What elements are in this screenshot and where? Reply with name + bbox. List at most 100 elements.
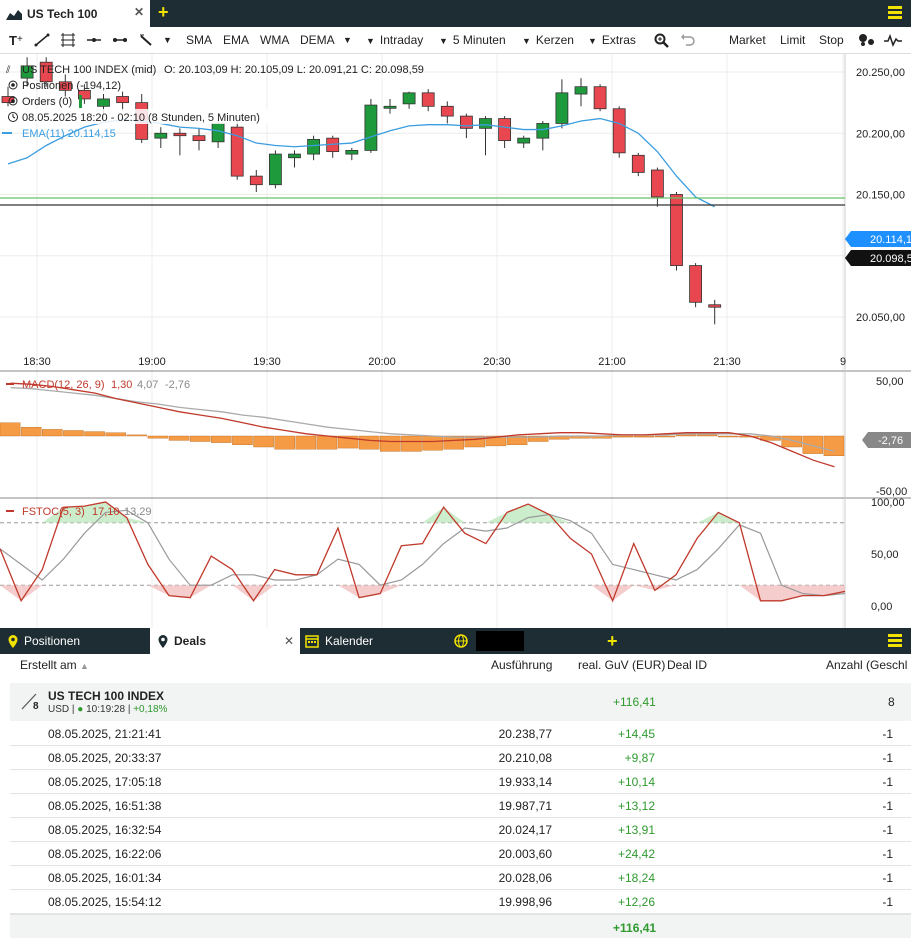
drawing-tools-dropdown-icon[interactable]: ▼: [163, 35, 172, 45]
candle-body: [364, 104, 378, 151]
oversold-zone: [802, 585, 824, 596]
table-row[interactable]: 08.05.2025, 16:01:34 20.028,06 +18,24 -1: [10, 866, 911, 890]
candle: [440, 101, 454, 124]
macd-histogram-bar: [126, 434, 148, 437]
undo-icon[interactable]: [680, 33, 695, 47]
price-tick-label: 20.050,00: [856, 312, 905, 324]
pulse-icon[interactable]: [884, 33, 902, 47]
orders-radio-icon[interactable]: [8, 96, 18, 106]
table-row[interactable]: 08.05.2025, 17:05:18 19.933,14 +10,14 -1: [10, 770, 911, 794]
legend-range: 08.05.2025 18:20 - 02:10 (8 Stunden, 5 M…: [22, 112, 260, 124]
tab-us-tech-100[interactable]: US Tech 100 ✕: [0, 0, 150, 27]
horizontal-line-icon[interactable]: [86, 33, 102, 47]
candle-body: [612, 108, 626, 154]
extras-select[interactable]: Extras: [601, 33, 636, 47]
macd-histogram-bar: [696, 434, 718, 437]
candle: [58, 74, 72, 97]
settings-circles-icon[interactable]: [858, 33, 876, 47]
candle-body: [555, 92, 569, 124]
add-bottom-tab-button[interactable]: +: [607, 630, 618, 651]
tab-calendar[interactable]: Kalender: [305, 628, 373, 654]
table-row[interactable]: 08.05.2025, 15:54:12 19.998,96 +12,26 -1: [10, 890, 911, 914]
table-row[interactable]: 08.05.2025, 21:21:41 20.238,77 +14,45 -1: [10, 722, 911, 746]
chart-type-select[interactable]: Kerzen: [535, 33, 574, 47]
wma-button[interactable]: WMA: [260, 33, 290, 47]
interval-dropdown-icon[interactable]: ▼: [366, 36, 375, 46]
extras-dropdown-icon[interactable]: ▼: [588, 36, 597, 46]
candle-body: [479, 118, 492, 129]
macd-line: [10, 382, 835, 468]
macd-value-3: -2,76: [165, 379, 190, 391]
last-price-badge: 20.098,59: [845, 250, 911, 266]
fstoc-tick-label: 100,00: [871, 497, 905, 509]
brush-tool-icon[interactable]: [138, 33, 154, 47]
tab-globe[interactable]: [454, 628, 524, 654]
candle: [173, 128, 187, 156]
sma-button[interactable]: SMA: [186, 33, 213, 47]
trendline-tool-icon[interactable]: [34, 33, 50, 47]
period-dropdown-icon[interactable]: ▼: [439, 36, 448, 46]
row-pnl: +9,87: [624, 751, 655, 765]
col-pnl[interactable]: real. GuV (EUR): [578, 658, 666, 672]
deals-table-header: Erstellt am ▲ Ausführung real. GuV (EUR)…: [0, 654, 911, 676]
chart-toolbar: T + ▼ SMA EMA WMA DEMA ▼ ▼ Intraday ▼ 5 Min…: [0, 27, 911, 54]
group-pnl: +116,41: [613, 695, 656, 709]
table-row[interactable]: 08.05.2025, 20:33:37 20.210,08 +9,87 -1: [10, 746, 911, 770]
bottom-menu-icon[interactable]: [888, 634, 902, 648]
macd-histogram-bar: [380, 435, 401, 452]
macd-histogram-bar: [654, 435, 676, 438]
hamburger-menu-icon[interactable]: [888, 6, 902, 20]
instrument-group-row[interactable]: 8 US TECH 100 INDEX USD | ● 10:19:28 | +…: [10, 683, 911, 721]
candle: [230, 121, 244, 180]
interval-select[interactable]: Intraday: [379, 33, 424, 47]
indicators-dropdown-icon[interactable]: ▼: [343, 35, 352, 45]
table-row[interactable]: 08.05.2025, 16:51:38 19.987,71 +13,12 -1: [10, 794, 911, 818]
ema-badge-text: 20.114,15: [870, 234, 911, 246]
macd-histogram-bar: [168, 435, 190, 441]
fstoc-k-line: [0, 501, 846, 603]
horizontal-ray-icon[interactable]: [112, 33, 128, 47]
limit-order-button[interactable]: Limit: [780, 33, 806, 47]
slash-icon: [21, 693, 37, 710]
stop-order-button[interactable]: Stop: [819, 33, 844, 47]
close-deals-tab-icon[interactable]: ✕: [283, 634, 294, 648]
text-tool-icon[interactable]: T +: [8, 33, 24, 47]
dema-button[interactable]: DEMA: [300, 33, 335, 47]
candle: [288, 150, 301, 168]
macd-value-2: 4,07: [137, 379, 158, 391]
macd-pane: 50,00 -50,00: [0, 376, 907, 498]
tab-deals[interactable]: Deals ✕: [150, 628, 300, 654]
tab-positions[interactable]: Positionen: [8, 628, 80, 654]
fibonacci-tool-icon[interactable]: [60, 33, 76, 47]
legend-orders[interactable]: Orders (0): [22, 96, 72, 108]
overbought-zone: [422, 507, 444, 523]
price-tick-label: 20.150,00: [856, 190, 905, 202]
positions-radio-icon[interactable]: [8, 80, 18, 90]
group-subline: USD | ● 10:19:28 | +0,18%: [48, 704, 168, 715]
col-deal-id[interactable]: Deal ID: [667, 658, 708, 672]
table-row[interactable]: 08.05.2025, 16:32:54 20.024,17 +13,91 -1: [10, 818, 911, 842]
col-execution[interactable]: Ausführung: [491, 658, 553, 672]
chart-type-dropdown-icon[interactable]: ▼: [522, 36, 531, 46]
macd-histogram-bar: [401, 435, 422, 452]
legend-positions[interactable]: Positionen (-194,12): [22, 80, 121, 92]
period-select[interactable]: 5 Minuten: [452, 33, 506, 47]
zoom-icon[interactable]: [654, 33, 669, 48]
candle-body: [517, 137, 531, 144]
ema-button[interactable]: EMA: [223, 33, 250, 47]
candle: [555, 79, 569, 129]
market-order-button[interactable]: Market: [729, 33, 766, 47]
candle: [268, 150, 282, 189]
row-execution: 19.987,71: [498, 799, 552, 813]
chart-area[interactable]: 20.250,00 20.200,00 20.150,00 20.050,00 20.…: [0, 54, 911, 628]
table-row[interactable]: 08.05.2025, 16:22:06 20.003,60 +24,42 -1: [10, 842, 911, 866]
col-count[interactable]: Anzahl (Geschl: [826, 658, 908, 672]
candle-body: [58, 81, 72, 91]
macd-histogram-bar: [295, 435, 317, 450]
row-count: -1: [882, 799, 893, 813]
add-tab-button[interactable]: +: [158, 2, 169, 22]
candle-body: [173, 132, 187, 137]
col-created[interactable]: Erstellt am ▲: [20, 658, 89, 672]
price-legend: ⫽ US TECH 100 INDEX (mid) O: 20.103,09 H…: [2, 64, 424, 140]
close-tab-icon[interactable]: ✕: [133, 5, 144, 19]
